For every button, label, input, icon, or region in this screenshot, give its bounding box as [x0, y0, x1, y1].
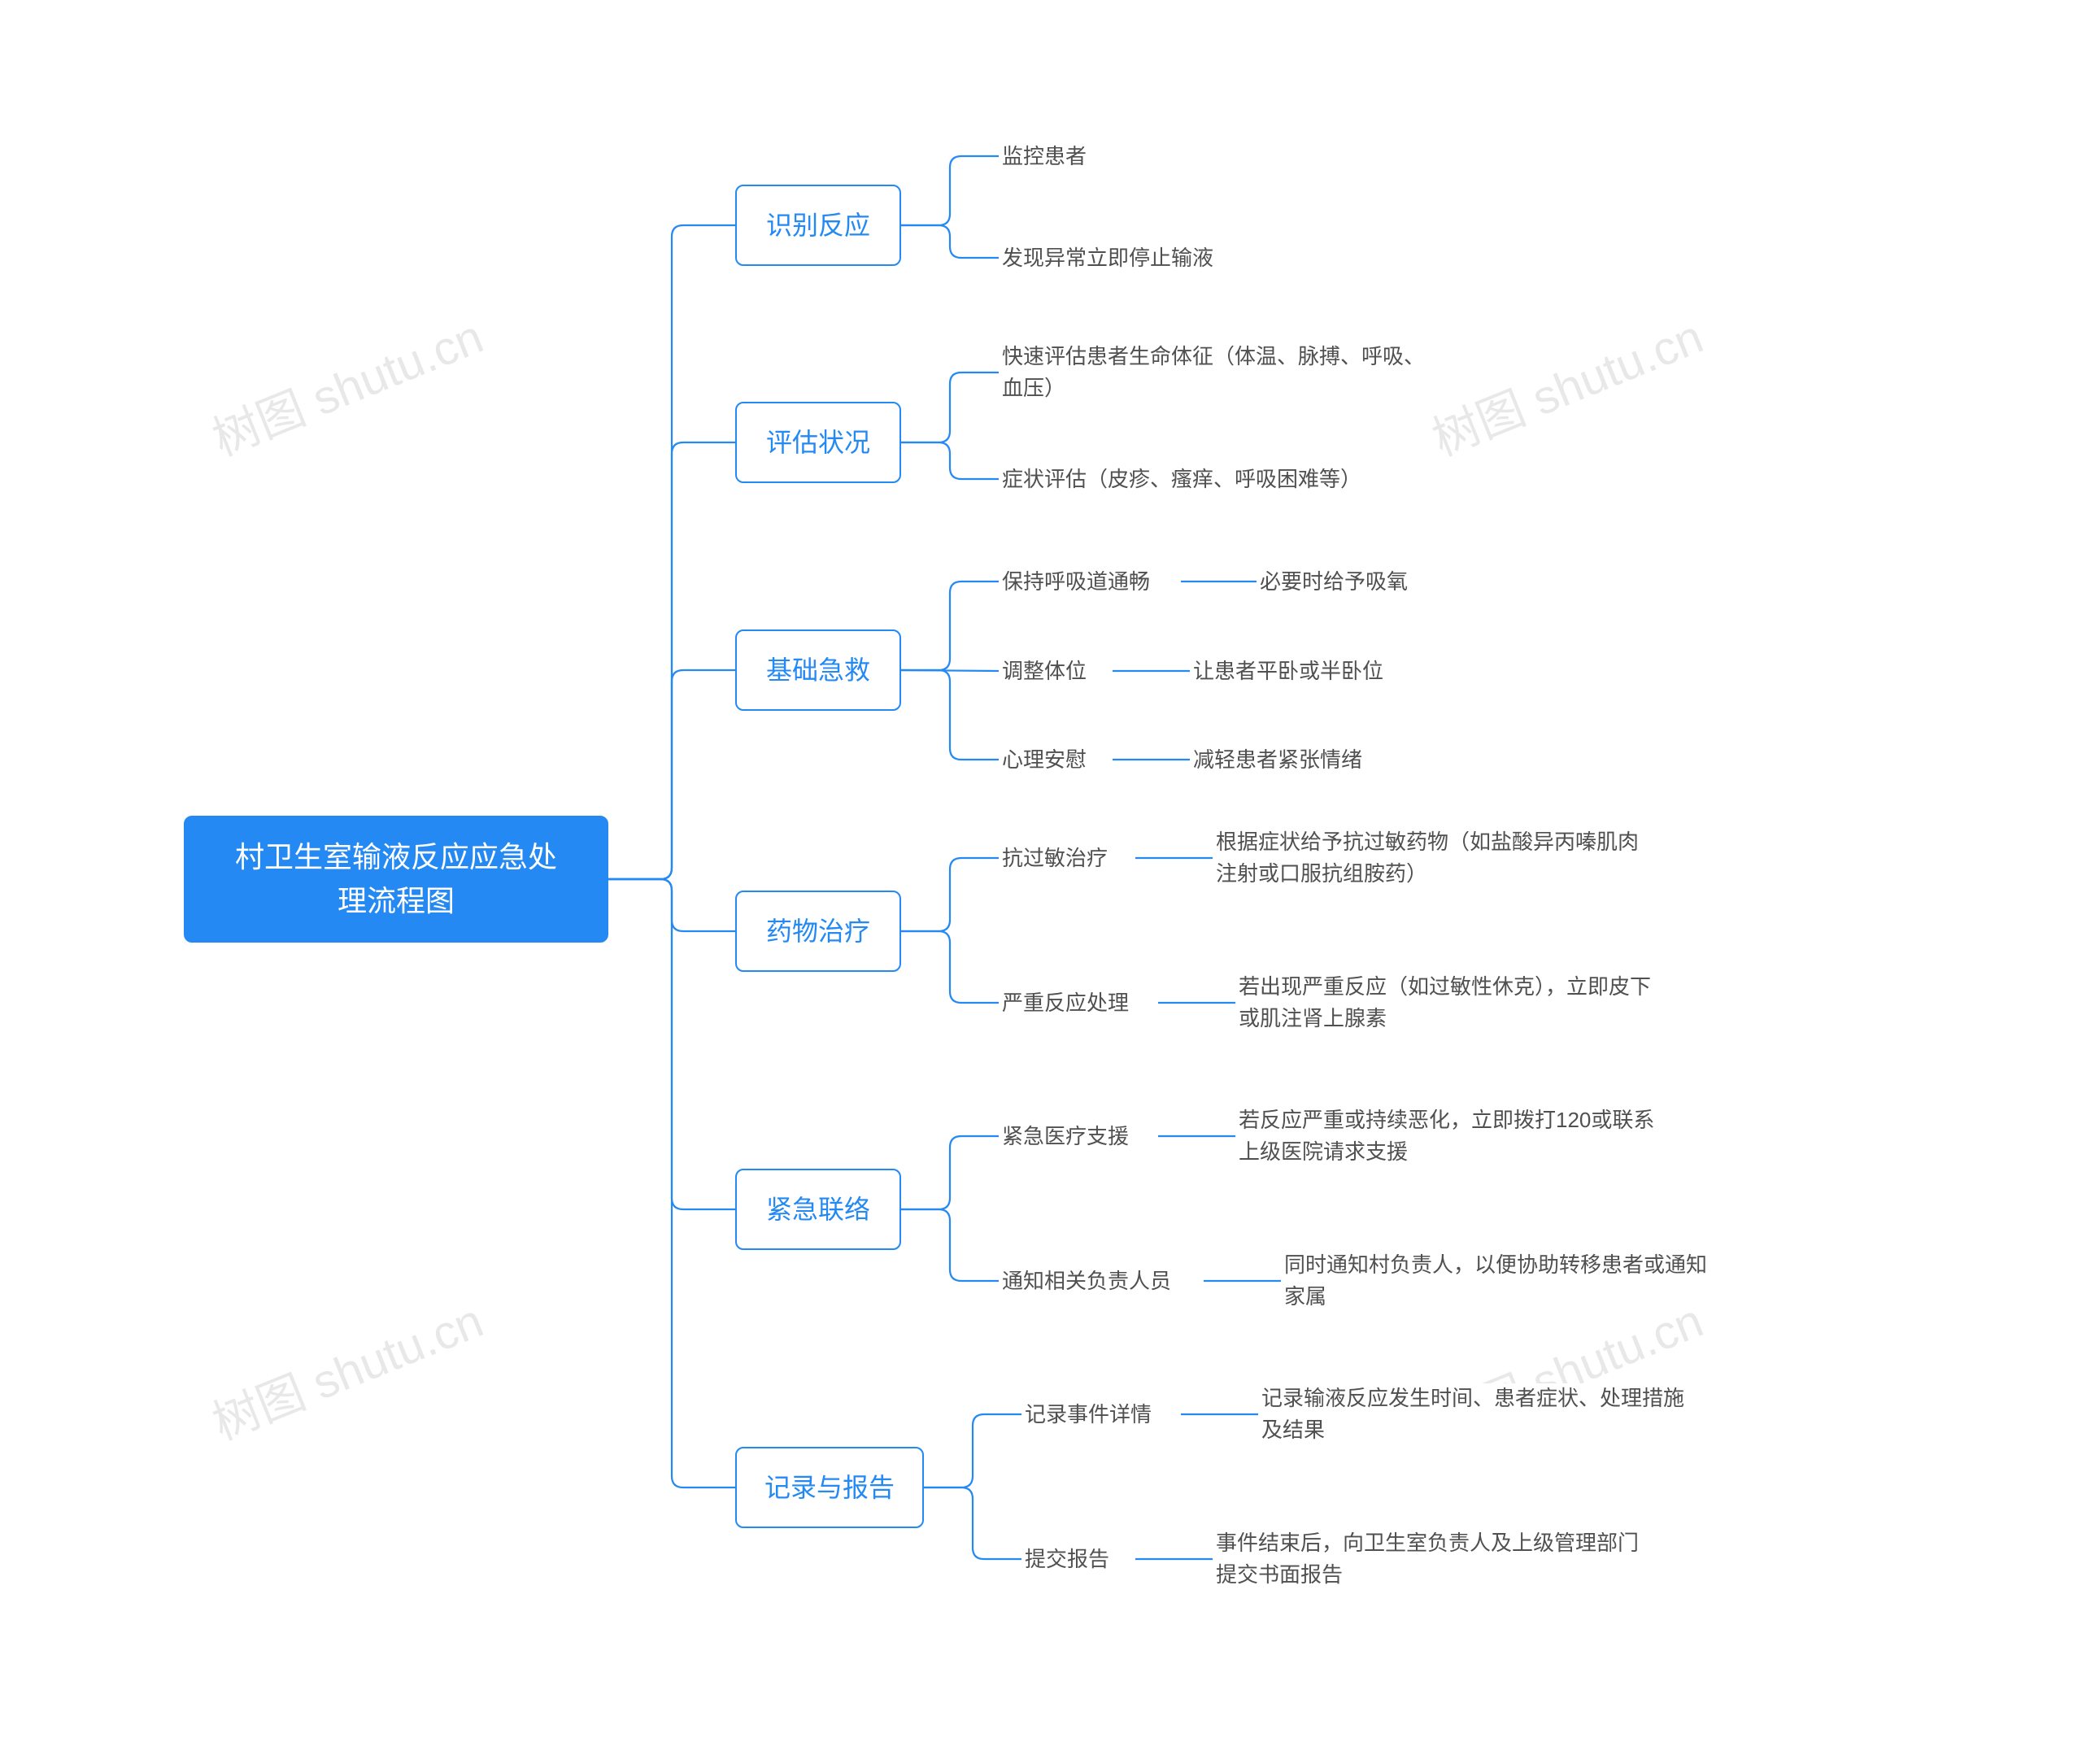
node-n5a[interactable]: 紧急医疗支援	[999, 1120, 1158, 1152]
connector	[924, 1414, 1021, 1487]
connector	[901, 858, 999, 931]
connector	[901, 581, 999, 670]
connector	[608, 442, 735, 879]
node-n3b[interactable]: 调整体位	[999, 655, 1113, 687]
node-n5[interactable]: 紧急联络	[735, 1169, 901, 1250]
node-n4[interactable]: 药物治疗	[735, 891, 901, 972]
connector	[608, 879, 735, 1209]
node-n6b1[interactable]: 事件结束后，向卫生室负责人及上级管理部门 提交书面报告	[1213, 1528, 1691, 1590]
node-n3a1[interactable]: 必要时给予吸氧	[1257, 565, 1439, 598]
node-n2[interactable]: 评估状况	[735, 402, 901, 483]
node-n5b[interactable]: 通知相关负责人员	[999, 1265, 1204, 1297]
mindmap-canvas: 树图 shutu.cn树图 shutu.cn树图 shutu.cn树图 shut…	[0, 0, 2082, 1764]
watermark: 树图 shutu.cn	[201, 298, 491, 469]
node-n4a1[interactable]: 根据症状给予抗过敏药物（如盐酸异丙嗪肌肉 注射或口服抗组胺药）	[1213, 827, 1691, 889]
node-n6b[interactable]: 提交报告	[1021, 1543, 1135, 1575]
watermark: 树图 shutu.cn	[201, 1283, 491, 1453]
node-n1a[interactable]: 监控患者	[999, 140, 1121, 172]
node-n5a1[interactable]: 若反应严重或持续恶化，立即拨打120或联系 上级医院请求支援	[1235, 1105, 1714, 1167]
node-n6a[interactable]: 记录事件详情	[1021, 1398, 1181, 1431]
connector	[608, 225, 735, 879]
node-n1b[interactable]: 发现异常立即停止输液	[999, 242, 1252, 274]
connector	[608, 879, 735, 1487]
node-n4b[interactable]: 严重反应处理	[999, 987, 1158, 1019]
connector	[901, 372, 999, 442]
node-n5b1[interactable]: 同时通知村负责人，以便协助转移患者或通知 家属	[1281, 1250, 1759, 1312]
connector	[608, 879, 735, 931]
connector	[901, 156, 999, 225]
connector	[901, 225, 999, 258]
node-root[interactable]: 村卫生室输液反应应急处 理流程图	[184, 816, 608, 943]
node-n4b1[interactable]: 若出现严重反应（如过敏性休克），立即皮下 或肌注肾上腺素	[1235, 972, 1714, 1034]
node-n6[interactable]: 记录与报告	[735, 1447, 924, 1528]
connector	[901, 1209, 999, 1281]
node-n3b1[interactable]: 让患者平卧或半卧位	[1190, 655, 1418, 687]
connector	[901, 670, 999, 760]
node-n4a[interactable]: 抗过敏治疗	[999, 842, 1135, 874]
connector	[901, 670, 999, 671]
node-n3[interactable]: 基础急救	[735, 629, 901, 711]
connector	[901, 442, 999, 479]
node-n6a1[interactable]: 记录输液反应发生时间、患者症状、处理措施 及结果	[1258, 1383, 1736, 1445]
connector	[924, 1487, 1021, 1559]
node-n1[interactable]: 识别反应	[735, 185, 901, 266]
node-n3c1[interactable]: 减轻患者紧张情绪	[1190, 743, 1395, 776]
connector	[901, 931, 999, 1003]
node-n2a[interactable]: 快速评估患者生命体征（体温、脉搏、呼吸、 血压）	[999, 342, 1462, 403]
node-n2b[interactable]: 症状评估（皮疹、瘙痒、呼吸困难等）	[999, 463, 1402, 495]
node-n3a[interactable]: 保持呼吸道通畅	[999, 565, 1181, 598]
node-n3c[interactable]: 心理安慰	[999, 743, 1113, 776]
connector	[901, 1136, 999, 1209]
connector	[608, 670, 735, 879]
watermark: 树图 shutu.cn	[1421, 298, 1711, 469]
